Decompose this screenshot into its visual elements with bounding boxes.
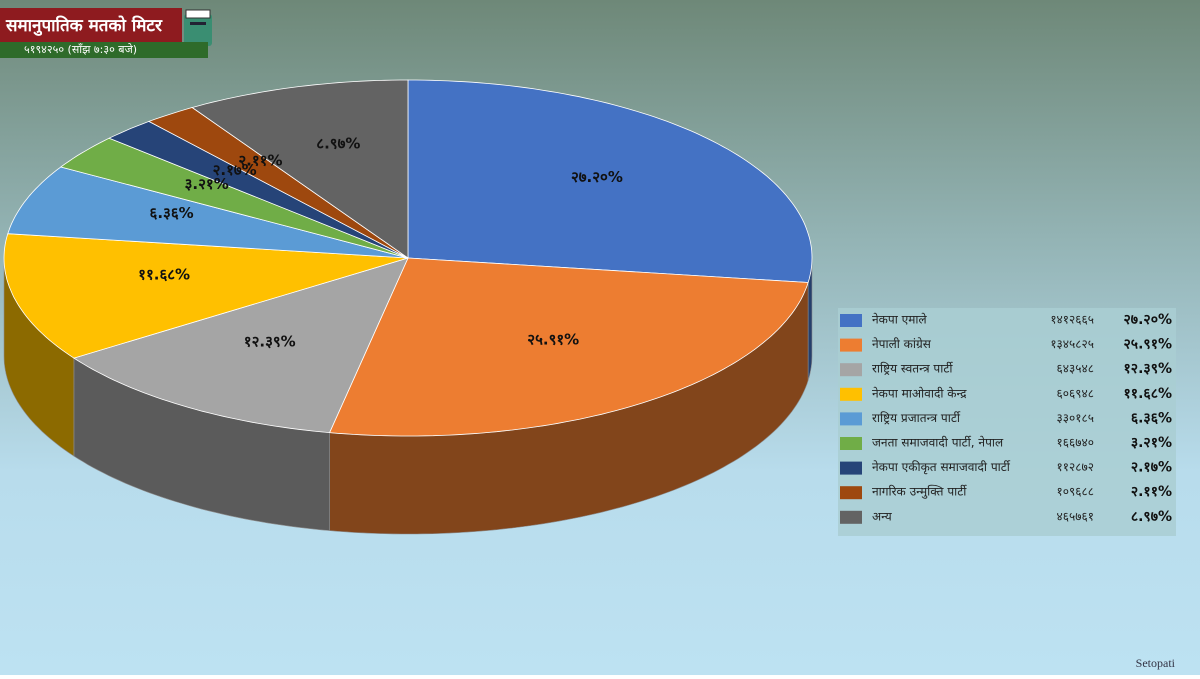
slice bbox=[7, 166, 409, 259]
legend-percent: ३.२१% bbox=[1131, 435, 1172, 451]
legend-percent: २.११% bbox=[1131, 484, 1172, 500]
legend-votes: ३३०१८५ bbox=[1057, 411, 1094, 425]
slice bbox=[147, 107, 409, 259]
legend-percent: ६.३६% bbox=[1131, 410, 1172, 426]
legend-label: नेपाली कांग्रेस bbox=[872, 337, 932, 351]
legend: नेकपा एमाले १४१२६६५ २७.२०% नेपाली कांग्रेस १… bbox=[840, 312, 1172, 525]
legend-votes: १६६७४० bbox=[1057, 436, 1094, 450]
chart-subtitle: ५१९४२५० (साँझ ७:३० बजे) bbox=[24, 43, 137, 56]
legend-box bbox=[838, 308, 1176, 536]
chart-title: समानुपातिक मतको मिटर bbox=[5, 15, 163, 36]
slice bbox=[191, 79, 409, 259]
legend-swatch bbox=[840, 363, 862, 377]
legend-swatch bbox=[840, 486, 862, 500]
slice bbox=[407, 79, 813, 283]
legend-percent: ११.६८% bbox=[1124, 386, 1172, 402]
legend-swatch bbox=[840, 338, 862, 352]
legend-label: नागरिक उन्मुक्ति पार्टी bbox=[872, 485, 967, 500]
legend-percent: ८.९७% bbox=[1131, 509, 1172, 525]
subtitle-box bbox=[0, 42, 208, 58]
legend-percent: २५.९१% bbox=[1124, 337, 1172, 353]
legend-swatch bbox=[840, 461, 862, 475]
legend-label: जनता समाजवादी पार्टी, नेपाल bbox=[872, 436, 1004, 450]
title-box bbox=[0, 8, 182, 42]
data-label: २.११% bbox=[238, 151, 282, 169]
legend-swatch bbox=[840, 510, 862, 524]
data-label: २७.२०% bbox=[571, 168, 623, 186]
legend-votes: १०९६८८ bbox=[1057, 485, 1094, 499]
legend-label: राष्ट्रिय प्रजातन्त्र पार्टी bbox=[872, 411, 961, 425]
slice bbox=[72, 257, 409, 434]
legend-swatch bbox=[840, 412, 862, 426]
slice bbox=[108, 120, 409, 259]
legend-percent: १२.३९% bbox=[1124, 361, 1172, 377]
legend-votes: १३४५८२५ bbox=[1050, 337, 1094, 351]
slice bbox=[329, 257, 809, 437]
legend-votes: ६४३५४८ bbox=[1057, 362, 1094, 376]
legend-swatch bbox=[840, 437, 862, 450]
brand: Setopati bbox=[1136, 656, 1176, 670]
data-label: ६.३६% bbox=[150, 204, 194, 222]
legend-label: अन्य bbox=[872, 509, 893, 523]
pie: २७.२०% २५.९१% १२.३९% ११.६८% ६.३६% ३.२१%२.१७%२… bbox=[3, 79, 813, 535]
legend-label: नेकपा माओवादी केन्द्र bbox=[872, 386, 967, 400]
legend-label: नेकपा एकीकृत समाजवादी पार्टी bbox=[872, 460, 1011, 475]
legend-votes: ६०६९४८ bbox=[1057, 386, 1094, 400]
legend-swatch bbox=[840, 387, 862, 401]
legend-votes: ११२८७२ bbox=[1057, 460, 1094, 474]
slice bbox=[3, 233, 409, 359]
legend-votes: ४६५७६१ bbox=[1057, 509, 1094, 523]
legend-percent: २.१७% bbox=[1131, 460, 1172, 476]
data-label: ८.९७% bbox=[316, 134, 360, 152]
data-label: १२.३९% bbox=[244, 333, 296, 351]
data-label: ३.२१% bbox=[185, 175, 229, 193]
legend-percent: २७.२०% bbox=[1124, 312, 1172, 328]
legend-label: नेकपा एमाले bbox=[872, 313, 928, 327]
data-label: २.१७% bbox=[213, 161, 257, 179]
data-label: ११.६८% bbox=[138, 266, 190, 284]
ballot-icon bbox=[184, 9, 212, 46]
legend-label: राष्ट्रिय स्वतन्त्र पार्टी bbox=[872, 362, 953, 376]
slice bbox=[59, 137, 409, 259]
legend-swatch bbox=[840, 314, 862, 327]
legend-votes: १४१२६६५ bbox=[1050, 313, 1094, 327]
data-label: २५.९१% bbox=[527, 330, 579, 348]
